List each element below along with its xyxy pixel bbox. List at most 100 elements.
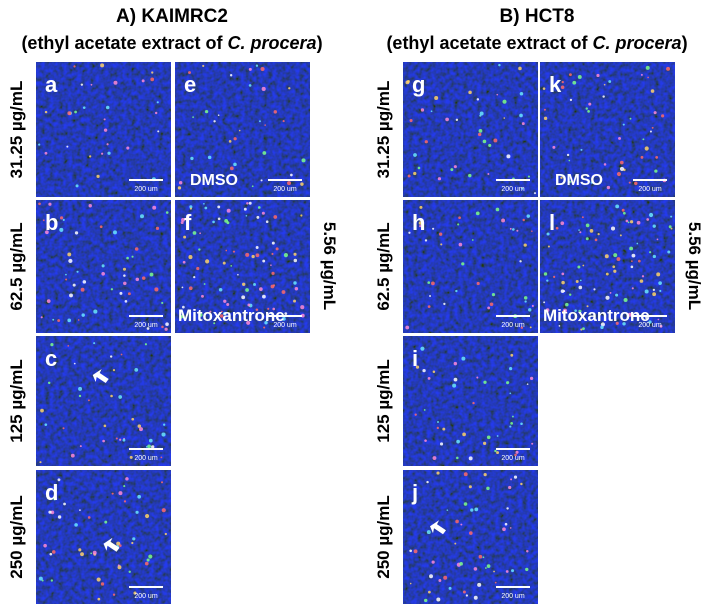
fluorescent-dot (486, 486, 490, 491)
treatment-label: Mitoxantrone (178, 306, 285, 325)
fluorescent-dot (479, 111, 484, 116)
fluorescent-dot (560, 221, 565, 226)
fluorescent-dot (415, 365, 420, 369)
fluorescent-dot (594, 238, 598, 242)
fluorescent-dot (454, 542, 457, 545)
fluorescent-dot (546, 232, 550, 236)
fluorescent-dot (600, 325, 604, 330)
scale-text: 200 um (501, 455, 525, 462)
fluorescent-dot (232, 250, 236, 253)
micrograph-panel: d 200 um (36, 470, 171, 604)
fluorescent-dot (115, 437, 118, 440)
scale-text: 200 um (638, 322, 662, 329)
fluorescent-dot (424, 140, 428, 144)
fluorescent-dot (491, 292, 496, 297)
fluorescent-dot (587, 110, 590, 113)
fluorescent-dot (262, 294, 266, 299)
fluorescent-dot (528, 308, 532, 312)
fluorescent-dot (198, 248, 201, 251)
fluorescent-dot (472, 401, 475, 405)
fluorescent-dot (603, 163, 607, 166)
fluorescent-dot (293, 281, 297, 285)
fluorescent-dot (50, 579, 53, 582)
fluorescent-dot (579, 231, 582, 234)
fluorescent-dot (154, 287, 159, 292)
fluorescent-dot (262, 259, 266, 263)
fluorescent-dot (226, 208, 231, 213)
fluorescent-dot (205, 259, 210, 264)
fluorescent-dot (223, 299, 227, 303)
fluorescent-dot (456, 439, 460, 444)
fluorescent-dot (66, 145, 69, 148)
fluorescent-dot (413, 171, 417, 176)
fluorescent-dot (661, 114, 665, 118)
fluorescent-dot (519, 113, 523, 118)
fluorescent-dot (82, 106, 86, 109)
fluorescent-dot (419, 225, 422, 228)
fluorescent-dot (568, 159, 571, 162)
fluorescent-dot (473, 567, 478, 571)
fluorescent-dot (609, 292, 612, 294)
fluorescent-dot (427, 281, 431, 284)
fluorescent-dot (148, 438, 153, 443)
subtitle-part: (ethyl acetate extract of (21, 33, 227, 53)
fluorescent-dot (79, 509, 81, 512)
fluorescent-dot (409, 549, 413, 553)
micrograph-panel: g 200 um (403, 62, 538, 197)
fluorescent-dot (634, 181, 638, 186)
fluorescent-dot (666, 66, 671, 71)
fluorescent-dot (219, 314, 224, 318)
fluorescent-dot (42, 219, 45, 222)
fluorescent-dot (180, 314, 185, 319)
fluorescent-dot (181, 218, 185, 222)
fluorescent-dot (602, 95, 605, 98)
fluorescent-dot (503, 117, 506, 119)
fluorescent-dot (565, 302, 569, 307)
fluorescent-dot (531, 304, 534, 308)
fluorescent-dot (255, 313, 258, 315)
fluorescent-dot (261, 211, 265, 215)
fluorescent-dot (653, 111, 657, 115)
cell-texture (36, 62, 171, 197)
panel-letter: a (45, 72, 58, 97)
fluorescent-dot (67, 318, 72, 323)
fluorescent-dot (477, 132, 482, 137)
fluorescent-dot (68, 258, 73, 264)
fluorescent-dot (420, 346, 425, 351)
group-title: B) HCT8 (500, 6, 575, 27)
fluorescent-dot (612, 265, 616, 269)
fluorescent-dot (67, 344, 70, 347)
fluorescent-dot (260, 179, 263, 182)
fluorescent-dot (432, 227, 435, 230)
fluorescent-dot (509, 227, 512, 230)
fluorescent-dot (293, 299, 296, 303)
fluorescent-dot (543, 116, 548, 121)
fluorescent-dot (123, 485, 126, 488)
fluorescent-dot (589, 229, 594, 233)
fluorescent-dot (100, 63, 105, 68)
fluorescent-dot (482, 139, 487, 144)
fluorescent-dot (509, 367, 513, 371)
fluorescent-dot (424, 239, 428, 242)
panel-letter: j (411, 480, 418, 505)
fluorescent-dot (97, 597, 101, 601)
fluorescent-dot (526, 214, 531, 218)
fluorescent-dot (255, 308, 259, 312)
fluorescent-dot (533, 192, 537, 195)
fluorescent-dot (531, 442, 534, 445)
fluorescent-dot (479, 114, 482, 117)
fluorescent-dot (506, 154, 511, 159)
scale-text: 200 um (273, 322, 297, 329)
fluorescent-dot (119, 438, 122, 441)
fluorescent-dot (156, 101, 159, 104)
fluorescent-dot (48, 202, 52, 206)
fluorescent-dot (523, 243, 527, 247)
fluorescent-dot (646, 218, 650, 221)
fluorescent-dot (46, 299, 51, 304)
scale-text: 200 um (501, 322, 525, 329)
fluorescent-dot (641, 275, 645, 278)
fluorescent-dot (72, 283, 76, 287)
fluorescent-dot (613, 269, 617, 273)
fluorescent-dot (445, 117, 449, 122)
fluorescent-dot (43, 543, 47, 548)
